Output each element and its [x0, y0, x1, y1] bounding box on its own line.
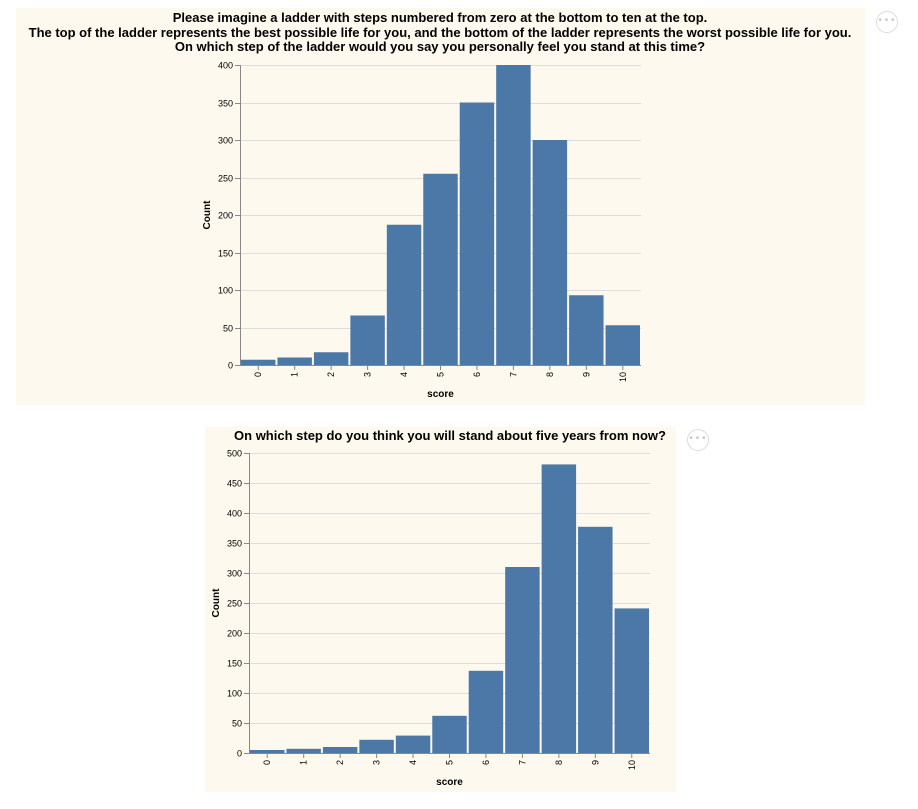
y-tick-label: 300 [227, 569, 242, 579]
y-axis-title: Count [202, 200, 213, 230]
bar-score-2 [313, 352, 349, 365]
bar-score-7 [496, 65, 531, 365]
bar-score-8 [541, 464, 577, 753]
bar-score-6 [459, 102, 495, 365]
x-tick-label: 5 [436, 372, 446, 377]
x-tick-label: 1 [299, 760, 309, 765]
bar-score-0 [241, 359, 276, 365]
y-tick-label: 200 [218, 211, 233, 221]
x-tick-label: 9 [581, 372, 591, 377]
chart-title-line: The top of the ladder represents the bes… [29, 25, 852, 40]
y-tick-label: 50 [232, 719, 242, 729]
y-tick-label: 250 [218, 174, 233, 184]
bar-score-4 [395, 735, 431, 753]
x-tick-label: 6 [472, 372, 482, 377]
bar-score-1 [277, 357, 312, 365]
y-tick-label: 500 [227, 449, 242, 459]
x-tick-label: 2 [326, 372, 336, 377]
bar-score-9 [578, 526, 613, 753]
chart-title-line: On which step of the ladder would you sa… [175, 39, 705, 54]
bar-score-6 [468, 670, 504, 753]
x-tick-label: 3 [363, 372, 373, 377]
y-tick-label: 350 [218, 99, 233, 109]
y-tick-label: 150 [218, 249, 233, 259]
y-tick-label: 50 [223, 324, 233, 334]
x-tick-label: 3 [372, 760, 382, 765]
more-options-icon: ••• [877, 16, 897, 26]
y-tick-label: 450 [227, 479, 242, 489]
y-tick-label: 0 [237, 749, 242, 759]
y-tick-label: 150 [227, 659, 242, 669]
bar-score-10 [614, 608, 649, 753]
y-tick-label: 100 [227, 689, 242, 699]
y-tick-label: 400 [227, 509, 242, 519]
y-tick-label: 250 [227, 599, 242, 609]
x-tick-label: 7 [508, 372, 518, 377]
y-tick-label: 0 [228, 361, 233, 371]
y-tick-label: 300 [218, 136, 233, 146]
x-axis-title: score [427, 389, 454, 400]
bar-score-8 [532, 140, 568, 365]
chart-title-line: Please imagine a ladder with steps numbe… [173, 10, 708, 25]
x-tick-label: 0 [253, 372, 263, 377]
y-tick-label: 100 [218, 286, 233, 296]
x-tick-label: 8 [545, 372, 555, 377]
bar-score-0 [250, 750, 285, 753]
x-tick-label: 9 [590, 760, 600, 765]
y-tick-label: 350 [227, 539, 242, 549]
bar-score-7 [505, 567, 540, 753]
y-tick-label: 200 [227, 629, 242, 639]
x-tick-label: 8 [554, 760, 564, 765]
bar-score-3 [359, 739, 394, 753]
x-tick-label: 6 [481, 760, 491, 765]
x-axis-title: score [436, 777, 463, 788]
x-tick-label: 2 [335, 760, 345, 765]
bar-score-9 [569, 295, 604, 365]
x-tick-label: 4 [399, 372, 409, 377]
chart-actions-menu-button[interactable]: ••• [687, 429, 709, 451]
more-options-icon: ••• [688, 434, 708, 444]
x-tick-label: 10 [627, 760, 637, 770]
bar-score-5 [432, 715, 467, 753]
chart-title-line: On which step do you think you will stan… [234, 428, 666, 443]
bar-score-3 [350, 315, 385, 365]
bar-score-1 [286, 748, 321, 753]
bar-score-10 [605, 325, 640, 365]
y-tick-label: 400 [218, 61, 233, 71]
x-tick-label: 0 [262, 760, 272, 765]
bar-score-4 [386, 224, 422, 365]
x-tick-label: 4 [408, 760, 418, 765]
y-axis-title: Count [211, 588, 222, 618]
x-tick-label: 7 [517, 760, 527, 765]
x-tick-label: 5 [445, 760, 455, 765]
x-tick-label: 10 [618, 372, 628, 382]
bar-score-2 [322, 747, 358, 753]
x-tick-label: 1 [290, 372, 300, 377]
bar-score-5 [423, 173, 458, 365]
chart-actions-menu-button[interactable]: ••• [876, 11, 898, 33]
